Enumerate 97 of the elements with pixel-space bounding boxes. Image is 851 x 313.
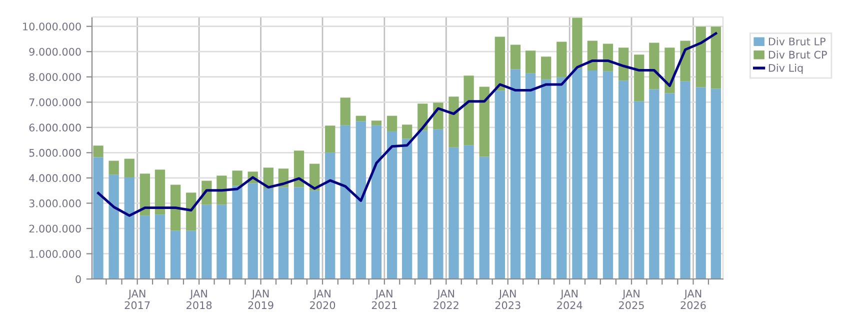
y-tick-label: 7.000.000: [29, 98, 81, 106]
y-tick-label: 2.000.000: [29, 224, 81, 233]
bar: [371, 125, 382, 279]
bar: [170, 184, 181, 231]
x-tick-label: JAN 2017: [124, 290, 150, 310]
x-tick-label: JAN 2020: [310, 290, 336, 310]
bar: [216, 176, 227, 205]
legend-label: Div Brut CP: [768, 50, 827, 59]
bar: [494, 36, 505, 91]
bar: [664, 93, 675, 279]
bar: [140, 174, 150, 216]
bar: [634, 54, 644, 102]
y-tick-label: 0: [76, 275, 81, 284]
bar: [325, 126, 336, 153]
bar: [710, 26, 721, 89]
bar: [232, 170, 242, 186]
bar: [618, 80, 629, 279]
bar: [108, 174, 119, 279]
bar: [108, 160, 119, 175]
y-tick-label: 3.000.000: [29, 199, 81, 208]
bar: [587, 40, 598, 71]
bar: [418, 130, 428, 279]
bar: [525, 50, 536, 74]
bar: [479, 86, 490, 157]
bar: [294, 150, 304, 188]
x-tick-label: JAN 2018: [186, 290, 212, 310]
bar: [325, 152, 336, 279]
bar: [602, 71, 614, 279]
bar: [340, 125, 350, 279]
bar: [464, 145, 474, 279]
x-tick-label: JAN 2022: [434, 290, 458, 310]
bar: [433, 129, 444, 279]
bar: [93, 146, 104, 158]
y-tick-label: 9.000.000: [29, 48, 81, 56]
bar: [154, 214, 166, 279]
bar: [356, 116, 366, 122]
bar: [186, 230, 196, 279]
bar: [263, 188, 274, 279]
bar: [186, 192, 196, 231]
bar: [232, 186, 242, 279]
bar: [680, 81, 690, 279]
bar: [556, 77, 567, 279]
x-tick-label: JAN 2024: [557, 290, 582, 310]
y-tick-label: 4.000.000: [29, 174, 81, 182]
bar: [587, 70, 598, 279]
bar: [278, 187, 289, 279]
x-tick-label: JAN 2026: [680, 290, 706, 310]
bar: [710, 88, 721, 279]
bar: [402, 138, 412, 279]
bar: [371, 120, 382, 126]
bar: [494, 90, 505, 279]
bar: [356, 121, 366, 279]
bar: [154, 170, 166, 215]
x-tick-label: JAN 2021: [372, 290, 397, 310]
y-tick-label: 1.000.000: [30, 250, 81, 258]
bar: [248, 183, 258, 279]
bar: [649, 42, 660, 90]
bar: [696, 87, 706, 279]
bar: [140, 216, 150, 279]
bar: [202, 204, 212, 279]
bar: [386, 116, 398, 132]
bar: [510, 44, 521, 70]
x-tick-label: JAN 2025: [619, 290, 644, 310]
bar: [510, 69, 521, 279]
bar: [541, 79, 552, 279]
y-tick-label: 10.000.000: [23, 22, 81, 30]
bar: [649, 89, 660, 279]
x-tick-label: JAN 2023: [495, 290, 520, 310]
bar: [309, 190, 320, 279]
bar: [464, 76, 474, 146]
bar: [448, 147, 459, 279]
bar: [572, 68, 582, 279]
bar: [294, 187, 304, 279]
x-tick-label: JAN 2019: [248, 290, 274, 310]
bar: [170, 230, 181, 279]
bar: [479, 156, 490, 279]
bar: [634, 101, 644, 279]
y-tick-label: 5.000.000: [29, 148, 81, 157]
legend-label: Div Brut LP: [768, 37, 826, 46]
line-series: [97, 32, 718, 217]
bar: [525, 73, 536, 279]
bar: [696, 26, 706, 88]
legend-label: Div Liq: [768, 64, 803, 74]
bar: [402, 124, 412, 139]
bar: [340, 98, 350, 126]
bar: [541, 56, 552, 80]
y-tick-label: 8.000.000: [29, 73, 81, 81]
bar: [618, 48, 629, 81]
bar: [93, 157, 104, 279]
bar: [216, 204, 227, 279]
bar: [124, 177, 134, 279]
y-tick-label: 6.000.000: [29, 124, 81, 132]
bar: [572, 18, 582, 69]
bar: [448, 96, 459, 148]
bar: [386, 131, 398, 279]
bar: [556, 42, 567, 78]
bar: [124, 158, 134, 178]
